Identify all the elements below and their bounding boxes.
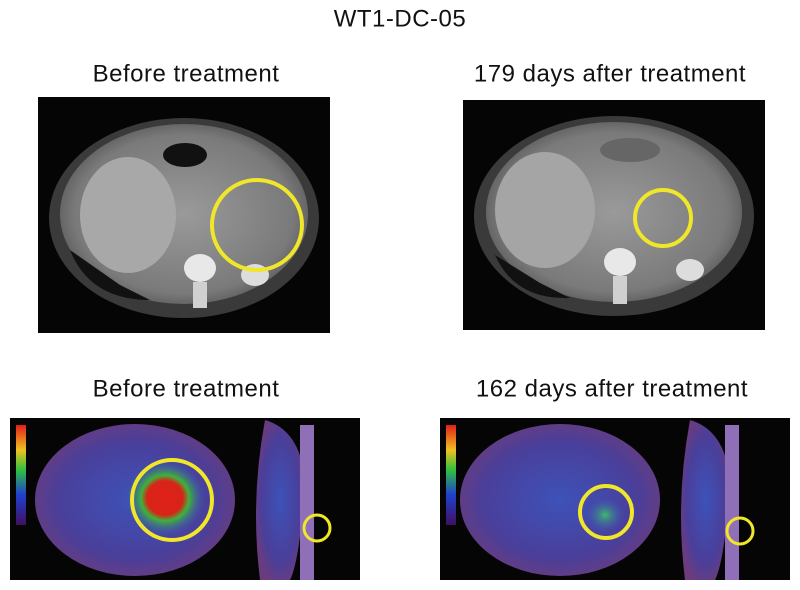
- pet-scan: [10, 418, 360, 580]
- figure-title: WT1-DC-05: [334, 5, 467, 32]
- panel-label: Before treatment: [93, 375, 280, 402]
- ct-scan: [38, 97, 330, 333]
- ct-scan: [463, 100, 765, 330]
- panel-label: 179 days after treatment: [474, 60, 746, 87]
- pet-scan: [440, 418, 790, 580]
- panel-label: Before treatment: [93, 60, 280, 87]
- panel-label: 162 days after treatment: [476, 375, 748, 402]
